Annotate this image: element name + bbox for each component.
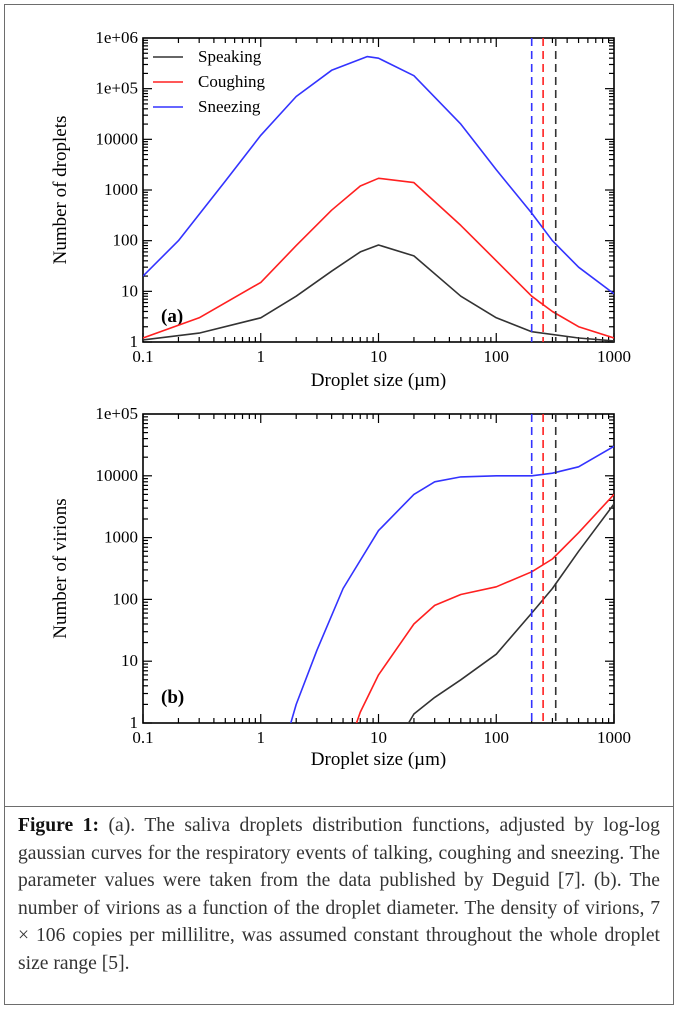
series-line-coughing [143,177,614,339]
legend: Speaking Coughing Sneezing [153,47,266,116]
caption-text: (a). The saliva droplets distribution fu… [18,815,660,974]
y-tick-label: 100 [113,589,139,608]
chart-panel-b: 0.1 1 10 100 10001101001000100001e+05Droplet… [50,404,631,770]
chart-panel-a: 0.1 1 10 100 10001101001000100001e+051e+06Dr… [50,28,631,391]
y-tick-label: 1000 [104,180,138,199]
y-tick-label: 10 [121,281,138,300]
x-tick-label: 1000 [597,347,631,366]
y-axis-label: Number of virions [50,498,71,638]
series-line-sneezing [143,55,614,295]
y-tick-label: 10000 [96,466,139,485]
figure-divider [5,806,673,807]
x-tick-label: 10 [370,728,387,747]
x-axis-label: Droplet size (µm) [311,370,446,391]
y-tick-label: 10000 [96,129,139,148]
x-tick-label: 0.1 [132,347,153,366]
legend-label: Speaking [198,47,262,66]
y-axis-label: Number of droplets [50,116,71,265]
panel-label: (b) [161,687,184,708]
figure-caption: Figure 1: (a). The saliva droplets distr… [18,812,660,977]
caption-label: Figure 1: [18,815,99,836]
y-tick-label: 1 [130,332,139,351]
x-tick-label: 1 [257,347,266,366]
panel-label: (a) [161,306,183,327]
legend-label: Coughing [198,72,266,91]
series-line-1 [355,493,614,723]
y-tick-label: 1e+06 [95,28,138,47]
figure-frame [4,4,674,1005]
y-tick-label: 1000 [104,528,138,547]
x-tick-label: 100 [484,347,510,366]
series-line-0 [407,503,614,723]
legend-label: Sneezing [198,97,261,116]
x-axis-label: Droplet size (µm) [311,749,446,770]
x-tick-label: 100 [484,728,510,747]
x-tick-label: 1 [257,728,266,747]
x-tick-label: 0.1 [132,728,153,747]
y-tick-label: 1e+05 [95,404,138,423]
x-tick-label: 10 [370,347,387,366]
y-tick-label: 1 [130,713,139,732]
x-tick-label: 1000 [597,728,631,747]
y-tick-label: 10 [121,651,138,670]
y-tick-label: 1e+05 [95,79,138,98]
series-line-2 [290,445,614,723]
y-tick-label: 100 [113,231,139,250]
